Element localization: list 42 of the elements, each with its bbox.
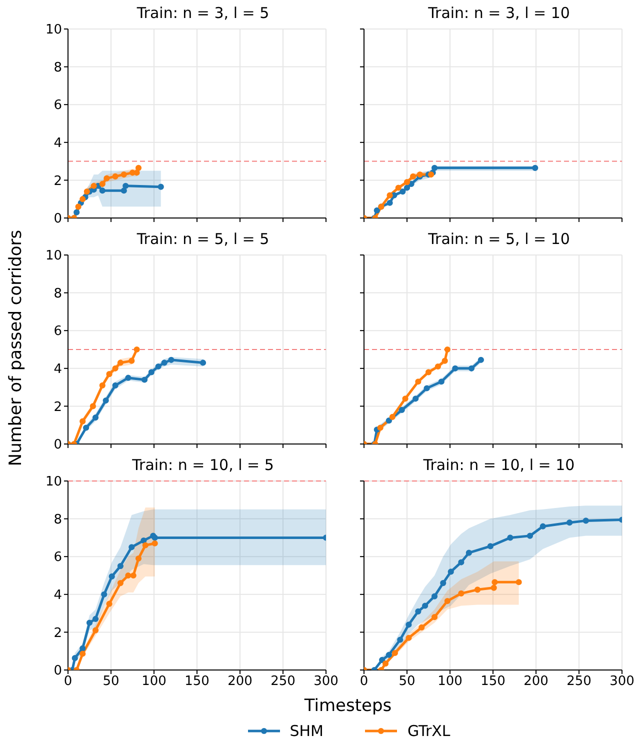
x-tick-label: 200 — [228, 674, 252, 690]
chart-title: Train: n = 3, l = 10 — [427, 4, 571, 24]
chart-title: Train: n = 5, l = 5 — [136, 230, 270, 250]
chart-title: Train: n = 3, l = 5 — [136, 4, 270, 24]
x-tick-label: 250 — [270, 674, 296, 690]
y-tick-label: 8 — [54, 286, 62, 302]
legend-label: SHM — [290, 722, 324, 740]
x-tick-label: 200 — [524, 674, 548, 690]
x-tick-label: 300 — [314, 674, 338, 690]
y-axis-title: Number of passed corridors — [6, 230, 26, 466]
y-tick-label: 0 — [54, 664, 62, 679]
y-tick-label: 6 — [54, 550, 62, 566]
y-tick-label: 0 — [54, 212, 62, 227]
y-tick-label: 6 — [54, 324, 62, 340]
y-tick-label: 10 — [45, 22, 62, 38]
y-tick-label: 6 — [54, 98, 62, 114]
legend-label: GTrXL — [407, 722, 450, 740]
y-tick-label: 2 — [54, 400, 62, 415]
x-tick-label: 150 — [184, 674, 210, 690]
x-tick-label: 50 — [102, 674, 120, 690]
y-tick-label: 0 — [54, 438, 62, 453]
y-tick-label: 2 — [54, 626, 62, 641]
x-axis-title: Timesteps — [303, 696, 393, 716]
chart-title: Train: n = 10, l = 10 — [422, 456, 576, 476]
y-tick-label: 8 — [54, 512, 62, 528]
x-tick-label: 300 — [610, 674, 634, 690]
y-tick-label: 4 — [54, 136, 62, 152]
x-tick-label: 0 — [64, 674, 72, 690]
y-tick-label: 8 — [54, 60, 62, 76]
x-tick-label: 50 — [398, 674, 416, 690]
chart-title: Train: n = 5, l = 10 — [427, 230, 571, 250]
y-tick-label: 10 — [45, 474, 62, 490]
x-tick-label: 100 — [438, 674, 462, 690]
x-tick-label: 150 — [480, 674, 506, 690]
x-tick-label: 250 — [566, 674, 592, 690]
chart-title: Train: n = 10, l = 5 — [131, 456, 275, 476]
y-tick-label: 10 — [45, 248, 62, 264]
y-tick-label: 2 — [54, 174, 62, 189]
x-tick-label: 100 — [142, 674, 166, 690]
y-tick-label: 4 — [54, 588, 62, 604]
y-tick-label: 4 — [54, 362, 62, 378]
x-tick-label: 0 — [360, 674, 368, 690]
